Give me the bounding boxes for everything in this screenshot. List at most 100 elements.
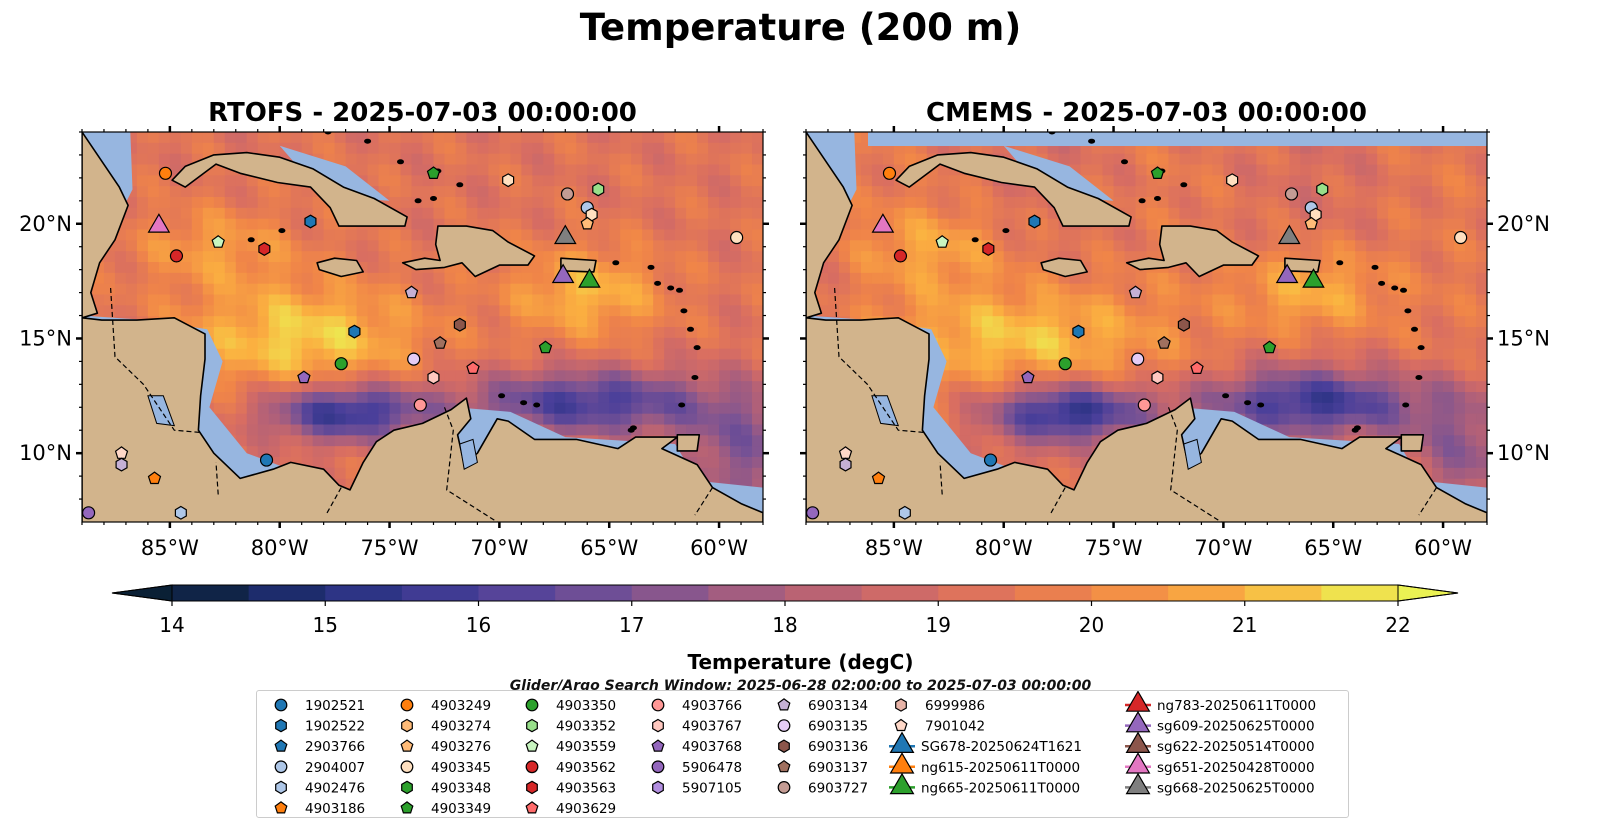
colorbar-label: Temperature (degC) [687,650,914,674]
small-island [1400,287,1407,293]
argo-float-marker [1137,398,1151,412]
small-island [1336,260,1344,266]
legend-float-marker [401,780,413,795]
legend-label: 6903727 [808,780,868,796]
legend-float-marker [652,718,664,733]
land-trinidad [676,433,701,452]
land-central-south-america [82,316,763,522]
colorbar-extend-max [1397,584,1459,602]
legend-float-marker [526,780,538,795]
colorbar-segment [938,585,1016,601]
colorbar-segment [325,585,403,601]
small-island [1002,228,1010,234]
land-puerto-rico [1284,257,1321,273]
argo-float-marker [297,370,311,384]
argo-float-marker [1151,370,1164,385]
argo-float-marker [259,453,274,467]
argo-float-marker [433,336,447,349]
colorbar-segment [555,585,633,601]
map-frame [805,131,1488,523]
legend-float-marker [274,801,288,814]
colorbar-tick-label: 16 [466,613,491,637]
small-island [1353,425,1361,431]
panel-title-cmems: CMEMS - 2025-07-03 00:00:00 [926,98,1367,128]
legend-label: ng783-20250611T0000 [1157,698,1316,714]
lon-tick-label: 75°W [361,536,419,560]
legend-glider-marker [1125,710,1151,733]
land-cuba [171,151,408,227]
land-yucatan [82,132,129,319]
shelf-mask [279,145,390,201]
legend-label: 6903134 [808,698,868,714]
small-island [414,198,422,204]
argo-float-marker [893,249,908,263]
land-cuba [895,151,1132,227]
small-island [1154,196,1161,201]
cmems-field [806,132,1487,522]
lon-tick-label: 65°W [580,536,638,560]
small-island [324,132,332,135]
legend-label: 4903563 [556,780,616,796]
legend-float-marker [275,780,287,795]
land-jamaica [1040,257,1088,278]
legend: 1902521 1902522 2903766 2904007 4902476 49031… [256,690,1349,818]
small-island [1257,402,1265,408]
lon-tick-label: 65°W [1304,536,1362,560]
argo-float-marker [1131,352,1145,366]
argo-float-marker [1157,336,1171,349]
argo-float-marker [258,242,271,256]
glider-marker [1302,268,1325,288]
argo-float-marker [839,457,852,472]
legend-label: 6999986 [925,698,985,714]
small-island [654,280,662,286]
small-island [247,237,255,243]
shelf-mask [1003,145,1114,201]
lon-tick-label: 75°W [1085,536,1143,560]
legend-label: 4903274 [431,719,491,735]
legend-glider-marker [889,731,915,754]
legend-label: 6903135 [808,719,868,735]
land-jamaica [316,257,365,278]
legend-float-marker [526,718,538,733]
legend-label: 1902522 [305,719,365,735]
argo-float-marker [413,398,427,412]
colorbar-segment [248,585,326,601]
argo-float-marker [334,357,348,371]
argo-float-marker [169,249,184,263]
legend-float-marker [525,760,539,774]
legend-label: 4903349 [431,801,491,817]
no-data-strip [868,132,1487,146]
figure-title: Temperature (200 m) [579,6,1022,49]
colorbar-segment [1091,585,1169,601]
argo-float-marker [147,471,162,485]
small-island [1138,198,1146,204]
legend-label: 4903350 [556,698,616,714]
legend-float-marker [652,780,664,795]
colorbar-segment [478,585,556,601]
colorbar-segment [861,585,939,601]
legend-float-marker [400,698,414,712]
legend-float-marker [651,698,665,712]
legend-glider-marker [1125,731,1151,754]
small-island [533,402,541,408]
lon-tick-label: 85°W [141,536,199,560]
small-island [1404,308,1412,314]
argo-float-marker [304,214,317,229]
small-island [1411,326,1418,332]
colorbar-segment [1168,585,1246,601]
legend-label: sg609-20250625T0000 [1157,719,1315,735]
colorbar-tick-label: 19 [926,613,951,637]
lat-tick-label: 15°N [19,326,72,350]
small-island [1088,138,1096,144]
legend-label: 4903562 [556,760,616,776]
legend-float-marker [274,760,288,774]
argo-float-marker [1284,187,1299,201]
legend-float-marker [274,739,288,752]
small-island [1391,285,1399,291]
legend-float-marker [651,760,665,774]
colorbar-tick-label: 17 [619,613,644,637]
argo-float-marker [502,173,515,188]
legend-label: 7901042 [925,719,985,735]
lon-tick-label: 70°W [470,536,528,560]
legend-glider-marker [1125,690,1151,712]
